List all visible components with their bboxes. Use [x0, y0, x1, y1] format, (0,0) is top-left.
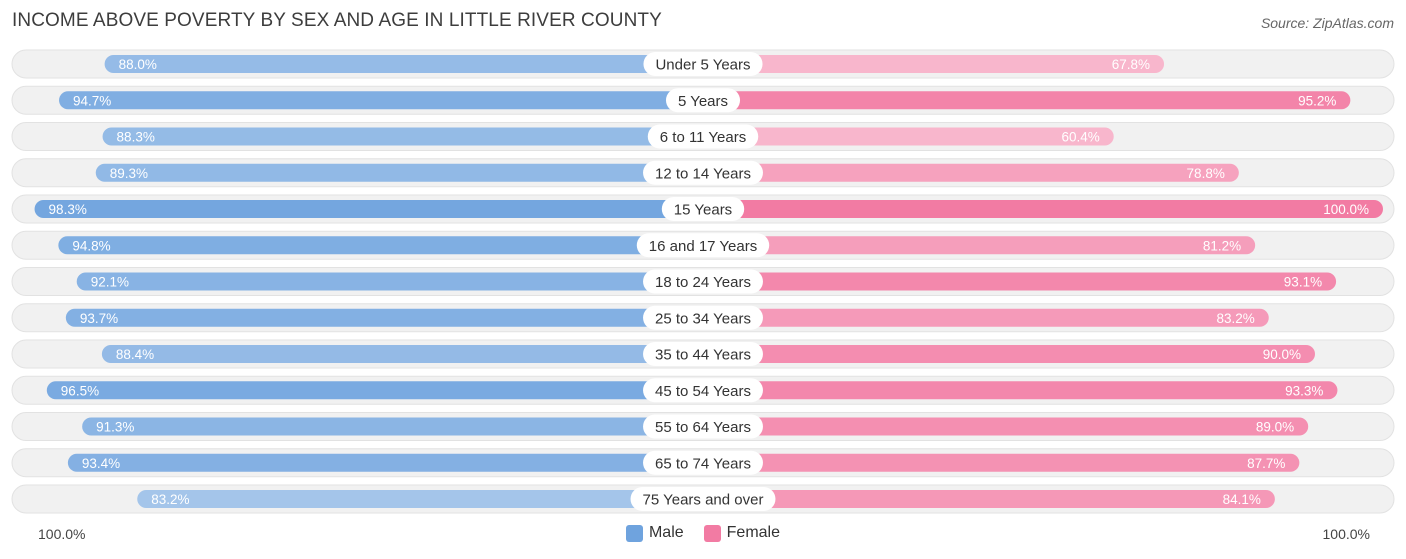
category-label: 18 to 24 Years [655, 274, 751, 291]
bar-male [95, 163, 703, 182]
category-label-pill [643, 450, 763, 475]
bar-label-female: 93.1% [1284, 275, 1322, 290]
bar-male [104, 55, 704, 73]
bar-female [703, 236, 1256, 255]
bar-female [703, 163, 1239, 182]
axis-left-label: 100.0% [38, 526, 86, 542]
bar-male [58, 236, 704, 255]
bar-male [65, 308, 704, 327]
chart-area: 88.0% 67.8% Under 5 Years 94.7% 95.2% 5 Years… [11, 49, 1395, 514]
legend: Male Female [0, 524, 1406, 542]
category-label: 25 to 34 Years [655, 310, 751, 327]
bar-label-male: 93.7% [80, 311, 118, 326]
bar-label-male: 89.3% [110, 166, 148, 181]
bar-label-male: 88.0% [119, 57, 157, 72]
bar-label-female: 67.8% [1112, 57, 1150, 72]
bar-male [46, 381, 704, 400]
bar-label-female: 83.2% [1216, 311, 1254, 326]
bar-label-female: 89.0% [1256, 420, 1294, 435]
bar-female [703, 272, 1337, 291]
category-label-pill [636, 233, 770, 258]
legend-swatch-male [625, 524, 643, 542]
bar-label-male: 91.3% [96, 420, 134, 435]
category-label: 6 to 11 Years [660, 129, 746, 146]
category-label: 65 to 74 Years [655, 455, 751, 472]
category-label-pill [643, 160, 763, 185]
bar-male [82, 417, 703, 436]
category-label: 5 Years [678, 93, 728, 110]
bar-label-female: 95.2% [1298, 93, 1336, 108]
bar-label-male: 83.2% [151, 492, 189, 507]
legend-item-female[interactable]: Female [703, 524, 781, 542]
chart-source: Source: ZipAtlas.com [1260, 15, 1394, 31]
bar-label-male: 94.7% [73, 93, 111, 108]
bar-female [703, 490, 1275, 508]
bar-label-male: 98.3% [49, 202, 87, 217]
bar-male [59, 91, 704, 110]
bar-label-female: 93.3% [1285, 383, 1323, 398]
bar-label-female: 78.8% [1187, 166, 1225, 181]
category-label-pill [661, 197, 745, 221]
category-label: 16 and 17 Years [649, 238, 757, 255]
category-label-pill [643, 305, 763, 330]
bar-label-male: 88.3% [117, 130, 155, 145]
bar-label-female: 60.4% [1061, 130, 1099, 145]
legend-item-male[interactable]: Male [625, 524, 684, 542]
bar-label-female: 81.2% [1203, 238, 1241, 253]
category-label: 35 to 44 Years [655, 347, 751, 364]
bar-label-female: 87.7% [1247, 456, 1285, 471]
bar-label-female: 84.1% [1223, 492, 1261, 507]
category-label-pill [643, 269, 763, 294]
category-label: 15 Years [674, 202, 732, 219]
bar-label-male: 88.4% [116, 347, 154, 362]
bar-label-female: 100.0% [1323, 202, 1369, 217]
bar-label-male: 94.8% [72, 238, 110, 253]
category-label: 55 to 64 Years [655, 419, 751, 436]
category-label-pill [630, 487, 776, 511]
bar-female [703, 200, 1383, 218]
category-label-pill [665, 88, 741, 113]
bar-male [101, 345, 703, 363]
category-label-pill [643, 342, 763, 366]
chart-title: INCOME ABOVE POVERTY BY SEX AND AGE IN L… [12, 10, 662, 31]
axis-right-label: 100.0% [1322, 526, 1370, 542]
category-label: 12 to 14 Years [655, 165, 751, 182]
bar-female [703, 91, 1351, 110]
bar-male [76, 272, 704, 291]
category-label-pill [643, 52, 763, 76]
category-label: 45 to 54 Years [655, 383, 751, 400]
bar-label-male: 93.4% [82, 456, 120, 471]
legend-label-male: Male [648, 524, 684, 541]
bar-male [67, 453, 703, 472]
bar-female [703, 127, 1114, 146]
category-label-pill [643, 378, 763, 403]
bar-female [703, 308, 1269, 327]
bar-label-female: 90.0% [1263, 347, 1301, 362]
category-label-pill [647, 124, 759, 149]
bar-label-male: 92.1% [91, 275, 129, 290]
category-label: Under 5 Years [655, 57, 750, 74]
legend-label-female: Female [726, 524, 781, 541]
bar-female [703, 381, 1338, 400]
bar-female [703, 345, 1315, 363]
bar-male [34, 200, 704, 218]
bar-label-male: 96.5% [61, 383, 99, 398]
legend-swatch-female [703, 524, 721, 542]
category-label: 75 Years and over [643, 492, 764, 509]
category-label-pill [643, 414, 763, 439]
bar-female [703, 55, 1165, 73]
bar-female [703, 453, 1300, 472]
bar-male [137, 490, 704, 508]
bar-male [102, 127, 703, 146]
bar-female [703, 417, 1309, 436]
